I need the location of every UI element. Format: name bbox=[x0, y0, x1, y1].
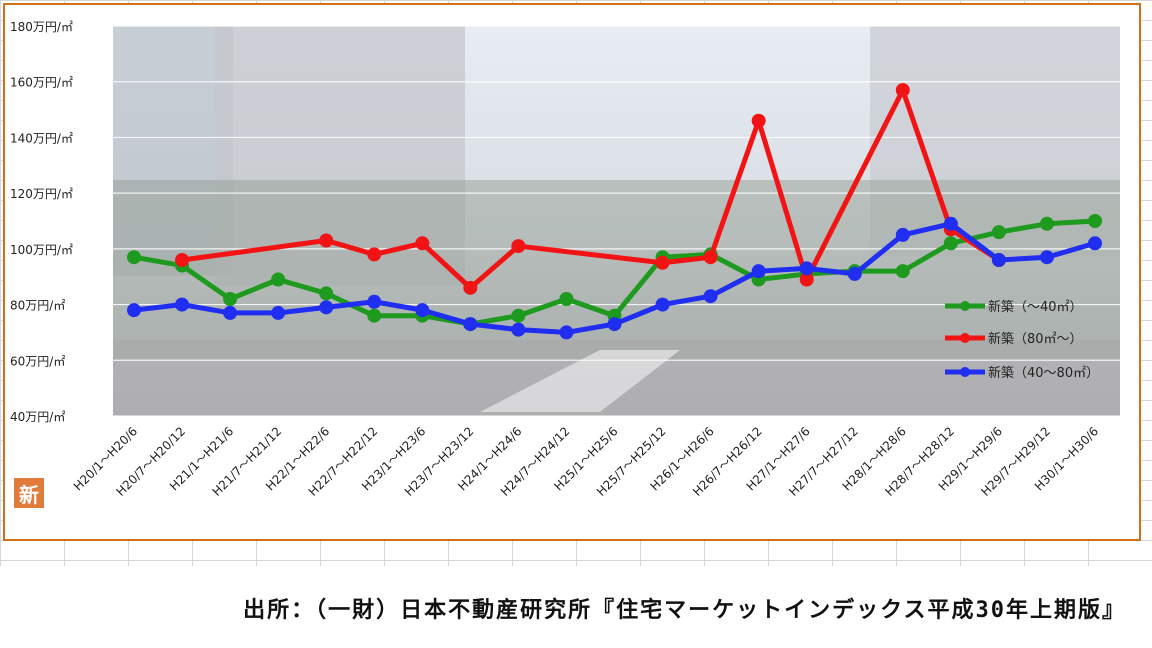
data-point bbox=[271, 272, 286, 287]
data-point bbox=[1039, 216, 1054, 231]
legend-label: 新築（40～80㎡） bbox=[988, 365, 1099, 381]
legend: 新築（～40㎡） 新築（80㎡～） 新築（40～80㎡） bbox=[945, 299, 1099, 381]
legend-swatch-marker bbox=[960, 333, 970, 343]
y-tick-label: 120万円/㎡ bbox=[10, 187, 73, 201]
data-point bbox=[703, 289, 718, 304]
data-point bbox=[751, 264, 766, 279]
legend-label: 新築（～40㎡） bbox=[988, 299, 1083, 315]
data-point bbox=[895, 227, 910, 242]
y-axis: 40万円/㎡ 60万円/㎡ 80万円/㎡ 100万円/㎡ 120万円/㎡ 140万円/㎡ 1… bbox=[10, 20, 73, 424]
y-tick-label: 100万円/㎡ bbox=[10, 243, 73, 257]
series-2 bbox=[175, 83, 1006, 295]
data-point bbox=[511, 322, 526, 337]
data-point bbox=[703, 250, 718, 265]
plot-area bbox=[113, 26, 1120, 416]
data-point bbox=[271, 305, 286, 320]
legend-swatch-marker bbox=[960, 301, 970, 311]
data-point bbox=[943, 236, 958, 251]
footer-band bbox=[0, 566, 1152, 648]
data-point bbox=[511, 239, 526, 254]
data-point bbox=[223, 292, 238, 306]
background-photo-building-right bbox=[870, 26, 1120, 256]
data-point bbox=[751, 113, 766, 128]
legend-swatch-marker bbox=[960, 367, 970, 377]
data-point bbox=[175, 297, 190, 312]
y-tick-label: 180万円/㎡ bbox=[10, 20, 73, 34]
data-point bbox=[367, 247, 382, 262]
data-point bbox=[463, 280, 478, 295]
background-photo-crosswalk bbox=[480, 350, 680, 412]
data-point bbox=[415, 236, 430, 251]
y-tick-label: 60万円/㎡ bbox=[10, 354, 65, 368]
data-point bbox=[223, 305, 238, 320]
legend-label: 新築（80㎡～） bbox=[988, 331, 1083, 347]
data-point bbox=[895, 264, 910, 279]
data-point bbox=[511, 308, 526, 323]
data-point bbox=[607, 317, 622, 332]
x-axis: H20/1～H20/6H20/7～H20/12H21/1～H21/6H21/7～… bbox=[71, 424, 1101, 499]
y-tick-label: 160万円/㎡ bbox=[10, 76, 73, 90]
data-point bbox=[463, 317, 478, 332]
data-point bbox=[319, 300, 334, 315]
data-point bbox=[559, 325, 574, 340]
data-point bbox=[1039, 250, 1054, 265]
data-point bbox=[943, 216, 958, 231]
data-point bbox=[799, 261, 814, 276]
y-tick-label: 140万円/㎡ bbox=[10, 131, 73, 145]
new-construction-badge: 新 bbox=[14, 478, 44, 508]
data-point bbox=[1088, 214, 1102, 228]
series-layer bbox=[127, 83, 1102, 340]
data-point bbox=[559, 292, 574, 306]
series-3 bbox=[127, 216, 1102, 340]
data-point bbox=[1088, 236, 1102, 251]
data-point bbox=[415, 303, 430, 318]
data-point bbox=[799, 272, 814, 287]
data-point bbox=[895, 83, 910, 98]
y-tick-label: 80万円/㎡ bbox=[10, 299, 65, 313]
data-point bbox=[175, 253, 190, 267]
source-caption: 出所：（一財）日本不動産研究所『住宅マーケットインデックス平成30年上期版』 bbox=[243, 598, 1126, 623]
data-point bbox=[367, 294, 382, 309]
data-point bbox=[655, 297, 670, 312]
data-point bbox=[367, 308, 382, 323]
data-point bbox=[319, 233, 334, 248]
data-point bbox=[991, 253, 1006, 267]
data-point bbox=[127, 303, 141, 318]
y-tick-label: 40万円/㎡ bbox=[10, 410, 65, 424]
data-point bbox=[847, 266, 862, 281]
background-photo-building-left bbox=[113, 26, 233, 276]
data-point bbox=[991, 225, 1006, 240]
data-point bbox=[127, 250, 141, 265]
background-photo-trees bbox=[113, 180, 1120, 360]
data-point bbox=[319, 286, 334, 301]
data-point bbox=[655, 255, 670, 270]
